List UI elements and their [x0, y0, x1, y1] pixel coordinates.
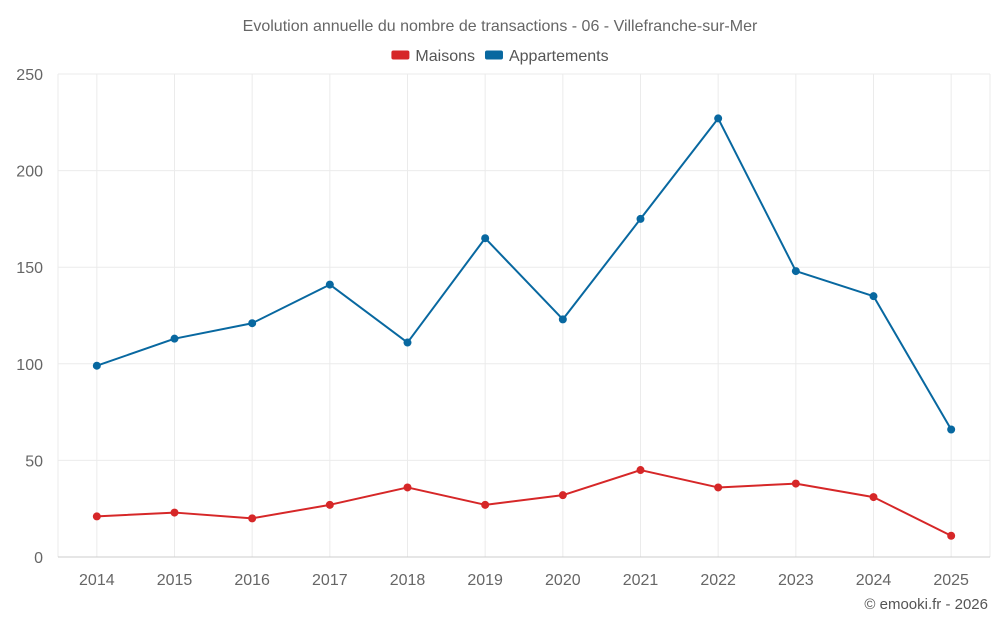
data-point[interactable] — [791, 267, 800, 276]
data-point[interactable] — [947, 425, 956, 434]
data-point[interactable] — [558, 315, 567, 324]
gridlines — [57, 73, 991, 558]
data-point[interactable] — [947, 531, 956, 540]
y-tick-label: 50 — [25, 453, 43, 470]
y-tick-label: 150 — [16, 260, 43, 277]
data-point[interactable] — [869, 292, 878, 301]
x-tick-label: 2015 — [157, 572, 193, 589]
y-tick-label: 100 — [16, 357, 43, 374]
y-tick-label: 0 — [34, 550, 43, 567]
data-point[interactable] — [714, 114, 723, 123]
data-point[interactable] — [791, 479, 800, 488]
series-maisons — [92, 466, 956, 540]
x-tick-label: 2016 — [234, 572, 270, 589]
legend-item-appartements[interactable]: Appartements — [484, 48, 609, 65]
credit-text: © emooki.fr - 2026 — [864, 596, 988, 613]
legend-label: Maisons — [415, 48, 475, 65]
data-point[interactable] — [248, 319, 257, 328]
data-point[interactable] — [636, 214, 645, 223]
x-tick-label: 2025 — [933, 572, 969, 589]
data-point[interactable] — [325, 280, 334, 289]
series-line — [96, 117, 953, 430]
data-point[interactable] — [636, 466, 645, 475]
x-tick-label: 2017 — [312, 572, 348, 589]
y-axis: 0 50 100 150 200 250 — [16, 67, 43, 567]
data-point[interactable] — [403, 483, 412, 492]
x-axis: 2014 2015 2016 2017 2018 2019 2020 2021 2022 2023… — [79, 572, 969, 589]
y-tick-label: 250 — [16, 67, 43, 84]
data-point[interactable] — [481, 500, 490, 509]
data-point[interactable] — [170, 334, 179, 343]
legend-label: Appartements — [509, 48, 609, 65]
data-point[interactable] — [558, 491, 567, 500]
legend: Maisons Appartements — [391, 48, 609, 65]
legend-swatch — [484, 50, 503, 60]
x-tick-label: 2014 — [79, 572, 115, 589]
data-point[interactable] — [325, 500, 334, 509]
x-tick-label: 2023 — [778, 572, 814, 589]
x-tick-label: 2022 — [700, 572, 736, 589]
y-tick-label: 200 — [16, 164, 43, 181]
data-point[interactable] — [481, 234, 490, 243]
data-point[interactable] — [869, 493, 878, 502]
x-tick-label: 2018 — [390, 572, 426, 589]
legend-swatch — [391, 50, 410, 60]
data-point[interactable] — [403, 338, 412, 347]
x-tick-label: 2019 — [467, 572, 503, 589]
data-point[interactable] — [170, 508, 179, 517]
x-tick-label: 2021 — [623, 572, 659, 589]
data-point[interactable] — [92, 512, 101, 521]
legend-item-maisons[interactable]: Maisons — [391, 48, 475, 65]
x-tick-label: 2020 — [545, 572, 581, 589]
data-point[interactable] — [248, 514, 257, 523]
series-appartements — [92, 114, 956, 434]
series-layer — [92, 114, 956, 540]
series-line — [96, 469, 952, 537]
x-tick-label: 2024 — [856, 572, 892, 589]
chart-title: Evolution annuelle du nombre de transact… — [243, 18, 758, 35]
data-point[interactable] — [714, 483, 723, 492]
data-point[interactable] — [92, 361, 101, 370]
